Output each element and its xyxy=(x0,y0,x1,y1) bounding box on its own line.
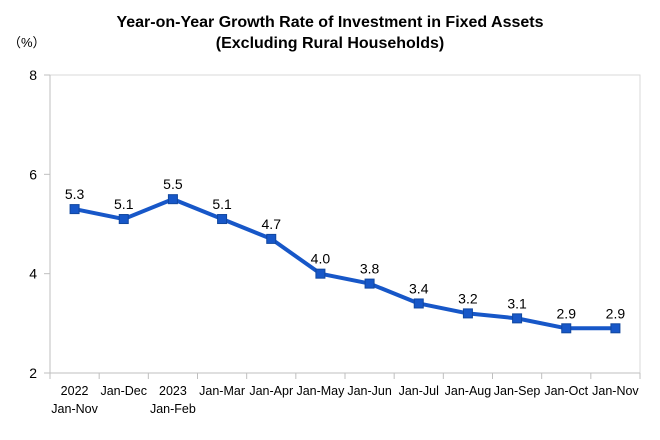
data-point-label: 5.1 xyxy=(114,196,134,212)
x-axis-label: Jan-Jul xyxy=(399,384,439,398)
data-point-label: 5.3 xyxy=(65,186,85,202)
data-point-marker xyxy=(315,268,326,279)
data-point-label: 4.7 xyxy=(262,216,282,232)
data-point-marker xyxy=(462,308,473,319)
data-point-marker xyxy=(610,323,621,334)
data-point-label: 3.4 xyxy=(409,280,429,296)
y-axis-tick-label: 6 xyxy=(29,166,37,182)
chart-title: Year-on-Year Growth Rate of Investment i… xyxy=(116,14,544,31)
x-axis-label: Jan-Oct xyxy=(544,384,588,398)
data-point-marker xyxy=(118,214,129,225)
x-axis-label: Jan-Jun xyxy=(347,384,392,398)
x-axis-label: Jan-Nov xyxy=(51,402,98,416)
data-point-label: 3.1 xyxy=(507,295,527,311)
data-point-marker xyxy=(217,214,228,225)
data-point-marker xyxy=(561,323,572,334)
y-axis-tick-label: 2 xyxy=(29,365,37,381)
x-axis-label: Jan-Feb xyxy=(150,402,196,416)
data-point-label: 3.2 xyxy=(458,290,478,306)
data-point-marker xyxy=(413,298,424,309)
x-axis-label: 2023 xyxy=(159,384,187,398)
data-point-label: 2.9 xyxy=(557,305,577,321)
x-axis-label: Jan-Apr xyxy=(249,384,293,398)
data-point-marker xyxy=(266,233,277,244)
y-axis-unit-label: （%） xyxy=(8,35,46,50)
x-axis-label: 2022 xyxy=(61,384,89,398)
x-axis-label: Jan-Aug xyxy=(445,384,492,398)
x-axis-label: Jan-Nov xyxy=(592,384,639,398)
data-point-label: 5.1 xyxy=(212,196,232,212)
x-axis-label: Jan-Sep xyxy=(494,384,541,398)
data-point-label: 4.0 xyxy=(311,251,331,267)
data-point-label: 3.8 xyxy=(360,261,380,277)
data-point-label: 5.5 xyxy=(163,176,183,192)
y-axis-tick-label: 4 xyxy=(29,266,37,282)
chart-title-block: Year-on-Year Growth Rate of Investment i… xyxy=(0,12,660,54)
data-point-marker xyxy=(512,313,523,324)
trend-line xyxy=(72,197,618,331)
y-axis-tick-label: 8 xyxy=(29,67,37,83)
chart-subtitle: (Excluding Rural Households) xyxy=(215,35,445,52)
data-point-marker xyxy=(364,278,375,289)
x-axis-label: Jan-May xyxy=(296,384,345,398)
x-axis-label: Jan-Dec xyxy=(100,384,147,398)
x-axis-label: Jan-Mar xyxy=(199,384,245,398)
plot-area-border xyxy=(49,74,641,374)
data-point-marker xyxy=(69,204,80,215)
data-point-marker xyxy=(167,194,178,205)
data-point-label: 2.9 xyxy=(606,305,626,321)
